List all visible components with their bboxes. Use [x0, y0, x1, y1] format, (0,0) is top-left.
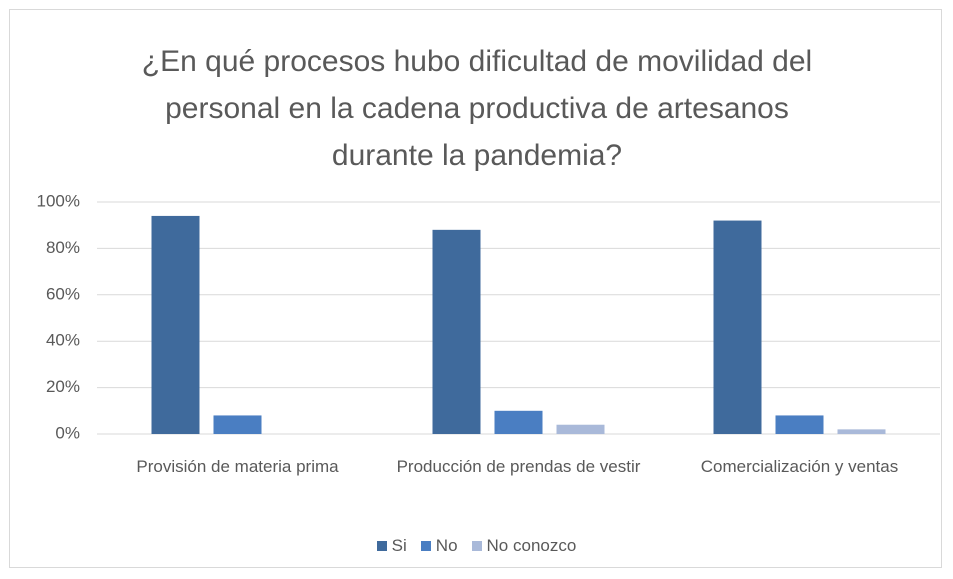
y-tick-label: 80% — [46, 238, 80, 257]
x-tick-label: Comercialización y ventas — [700, 457, 899, 476]
legend: Si No No conozco — [0, 536, 953, 556]
y-tick-label: 100% — [37, 191, 80, 210]
bar — [556, 424, 605, 434]
legend-item: No conozco — [471, 536, 577, 556]
legend-label: Si — [391, 536, 407, 555]
bar — [494, 410, 543, 434]
bar — [213, 415, 262, 434]
bar — [713, 220, 762, 434]
y-tick-label: 20% — [46, 377, 80, 396]
x-tick-label: Provisión de materia prima — [136, 457, 339, 476]
legend-item: Si — [376, 536, 407, 556]
bar — [837, 429, 886, 434]
legend-label: No — [435, 536, 458, 555]
chart-title: ¿En qué procesos hubo dificultad de movi… — [141, 45, 813, 172]
bar — [432, 229, 481, 434]
bar — [775, 415, 824, 434]
chart-frame — [9, 9, 942, 568]
legend-swatch — [420, 541, 431, 551]
legend-swatch — [471, 541, 482, 551]
legend-label: No conozco — [486, 536, 577, 555]
y-tick-label: 0% — [55, 423, 80, 442]
y-tick-label: 60% — [46, 284, 80, 303]
x-tick-label: Producción de prendas de vestir — [396, 457, 641, 476]
y-tick-label: 40% — [46, 331, 80, 350]
legend-swatch — [376, 541, 387, 551]
bar — [151, 215, 200, 434]
legend-item: No — [420, 536, 458, 556]
